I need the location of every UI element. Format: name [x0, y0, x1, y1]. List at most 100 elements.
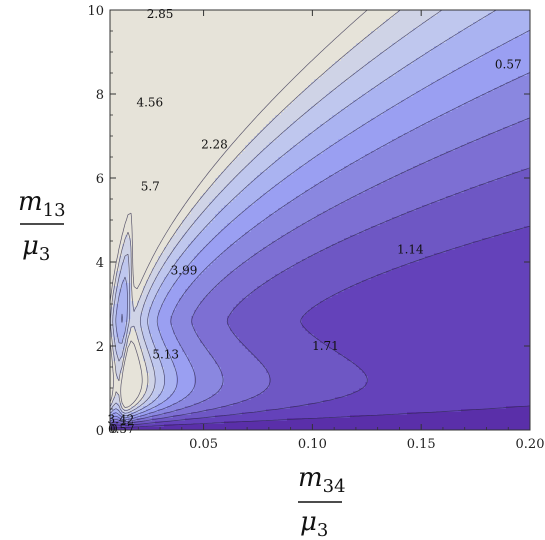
contour-band-cell [185, 217, 198, 221]
contour-band-cell [125, 259, 129, 263]
contour-band-cell [248, 142, 270, 146]
contour-band-cell [110, 325, 114, 329]
contour-band-cell [137, 331, 144, 335]
contour-band-cell [224, 376, 270, 380]
contour-band-cell [113, 274, 117, 278]
contour-band-cell [215, 163, 231, 167]
contour-band-cell [395, 73, 450, 77]
contour-band-cell [251, 121, 270, 125]
contour-band-cell [287, 202, 342, 206]
contour-band-cell [257, 154, 285, 158]
contour-band-cell [200, 250, 225, 254]
contour-band-cell [194, 376, 225, 380]
contour-band-cell [365, 154, 441, 158]
contour-band-cell [125, 358, 141, 362]
contour-band-cell [254, 136, 279, 140]
contour-band-cell [203, 400, 243, 404]
contour-band-cell [119, 280, 123, 284]
contour-band-cell [227, 184, 249, 188]
contour-band-cell [170, 268, 186, 272]
contour-band-cell [302, 325, 530, 329]
contour-band-cell [110, 208, 183, 212]
contour-band-cell [146, 295, 156, 299]
contour-band-cell [164, 298, 180, 302]
contour-band-cell [113, 271, 117, 275]
contour-band-cell [308, 64, 333, 68]
contour-band-cell [314, 334, 530, 338]
contour-line-2-85 [110, 72, 530, 421]
contour-band-cell [194, 223, 210, 227]
contour-band-cell [290, 406, 507, 410]
contour-band-cell [110, 109, 264, 113]
contour-band-cell [278, 136, 306, 140]
x-tick-label: 0.05 [189, 437, 218, 452]
contour-band-cell [206, 175, 219, 179]
contour-band-cell [110, 316, 114, 320]
contour-band-cell [299, 94, 327, 98]
contour-band-cell [338, 352, 530, 356]
contour-band-cell [110, 67, 306, 71]
contour-band-cell [116, 274, 120, 278]
contour-band-cell [263, 391, 354, 395]
contour-band-cell [128, 214, 132, 218]
contour-band-cell [215, 181, 231, 185]
contour-band-cell [254, 157, 279, 161]
contour-band-cell [221, 280, 267, 284]
contour-band-cell [251, 181, 282, 185]
contour-band-cell [122, 340, 126, 344]
contour-band-cell [464, 103, 530, 107]
contour-band-cell [122, 283, 129, 287]
contour-band-cell [110, 160, 219, 164]
contour-label: 1.71 [312, 339, 339, 353]
contour-band-cell [263, 193, 303, 197]
contour-band-cell [143, 310, 150, 314]
contour-band-cell [239, 133, 258, 137]
contour-band-cell [143, 328, 150, 332]
contour-band-cell [323, 400, 530, 404]
contour-band-cell [176, 385, 195, 389]
contour-band-cell [110, 295, 114, 299]
contour-band-cell [371, 118, 435, 122]
contour-band-cell [242, 262, 297, 266]
contour-band-cell [224, 379, 270, 383]
contour-band-cell [110, 223, 126, 227]
contour-band-cell [392, 139, 477, 143]
contour-band-cell [110, 43, 330, 47]
contour-band-cell [110, 94, 279, 98]
contour-band-cell [113, 370, 117, 374]
contour-band-cell [152, 259, 159, 263]
contour-band-cell [227, 148, 246, 152]
contour-band-cell [281, 235, 351, 239]
contour-band-cell [248, 259, 303, 263]
contour-band-cell [119, 295, 129, 299]
contour-band-cell [194, 373, 222, 377]
contour-band-cell [116, 394, 120, 398]
contour-band-cell [173, 223, 183, 227]
x-tick-label: 0.20 [516, 437, 545, 452]
contour-band-cell [422, 88, 495, 92]
contour-band-cell [221, 154, 240, 158]
contour-band-cell [359, 193, 456, 197]
contour-band-cell [407, 34, 456, 38]
contour-band-cell [119, 421, 135, 425]
contour-band-cell [431, 16, 486, 20]
contour-band-cell [149, 349, 156, 353]
contour-band-cell [329, 67, 363, 71]
contour-band-cell [302, 223, 381, 227]
contour-label: 0.57 [108, 422, 135, 436]
contour-band-cell [173, 286, 189, 290]
contour-band-cell [173, 328, 195, 332]
contour-band-cell [266, 124, 291, 128]
contour-band-cell [125, 340, 129, 344]
contour-band-cell [122, 235, 126, 239]
contour-band-cell [146, 268, 153, 272]
contour-band-cell [212, 166, 228, 170]
contour-band-cell [296, 196, 354, 200]
contour-band-cell [113, 319, 117, 323]
contour-band-cell [179, 274, 201, 278]
contour-band-cell [353, 391, 530, 395]
contour-band-cell [170, 355, 189, 359]
contour-band-cell [188, 355, 213, 359]
contour-band-cell [161, 283, 174, 287]
contour-band-cell [284, 205, 336, 209]
